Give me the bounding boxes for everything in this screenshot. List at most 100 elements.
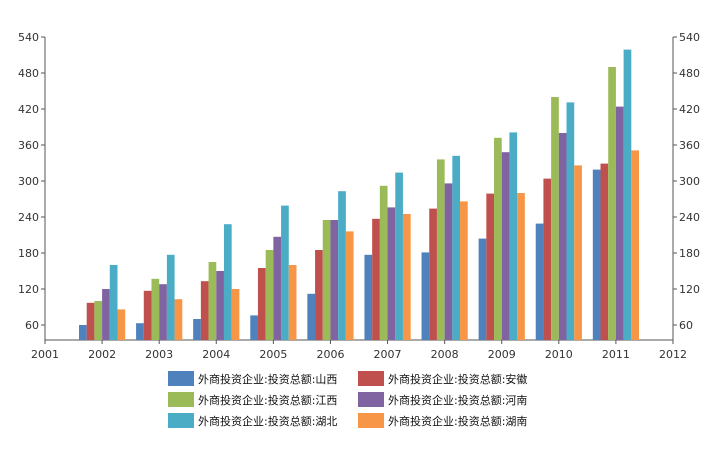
bar (159, 284, 167, 340)
bar (257, 268, 266, 340)
legend-swatch (168, 413, 194, 428)
bar (273, 236, 282, 340)
x-tick-label: 2002 (88, 348, 116, 361)
y-tick-label-left: 180 (18, 247, 39, 260)
bar (566, 102, 575, 341)
bar (94, 301, 103, 340)
legend-swatch (168, 392, 194, 407)
bar (421, 252, 430, 340)
bar (307, 293, 316, 340)
bars-group (78, 49, 640, 341)
bar (102, 289, 110, 340)
bar (345, 231, 354, 340)
y-tick-label-right: 60 (679, 319, 693, 332)
bar (208, 262, 217, 340)
y-tick-label-right: 120 (679, 283, 700, 296)
legend-label: 外商投资企业:投资总额:山西 (198, 372, 337, 386)
bar (452, 155, 461, 340)
bar (223, 224, 232, 340)
bar (265, 250, 274, 340)
x-tick-label: 2007 (374, 348, 402, 361)
y-tick-label-right: 420 (679, 103, 700, 116)
bar (501, 152, 510, 340)
y-tick-label-right: 300 (679, 175, 700, 188)
bar (436, 159, 445, 340)
bar (322, 220, 331, 340)
y-tick-label-left: 540 (18, 31, 39, 44)
bar (200, 281, 209, 340)
bar (174, 299, 183, 340)
bar (117, 309, 126, 340)
bar (615, 106, 624, 340)
bar (486, 193, 495, 340)
x-tick-label: 2008 (431, 348, 459, 361)
bar (136, 323, 144, 340)
x-tick-label: 2004 (202, 348, 230, 361)
legend: 外商投资企业:投资总额:山西 外商投资企业:投资总额:安徽外商投资企业:投资总额:… (168, 371, 527, 428)
bar (250, 315, 258, 340)
legend-swatch (358, 413, 384, 428)
x-ticks-group: 2001 2002 2003 2004 2005 2006 2007 2008 2009 2010… (31, 340, 687, 361)
bar (460, 201, 468, 340)
bar (592, 169, 601, 340)
bar (551, 97, 559, 340)
bar (109, 265, 118, 340)
bar (231, 289, 240, 340)
bar (600, 163, 609, 340)
y-tick-label-left: 300 (18, 175, 39, 188)
bar (193, 319, 201, 340)
legend-swatch (358, 371, 384, 386)
bar (372, 218, 380, 340)
bar (166, 254, 175, 340)
bar (517, 193, 525, 340)
bar (543, 178, 552, 340)
x-tick-label: 2010 (545, 348, 573, 361)
y-tick-label-right: 480 (679, 67, 700, 80)
x-tick-label: 2009 (488, 348, 516, 361)
bar (509, 132, 518, 340)
y-tick-label-right: 360 (679, 139, 700, 152)
y-tick-label-left: 420 (18, 103, 39, 116)
y-tick-label-left: 60 (25, 319, 39, 332)
bar (395, 172, 403, 340)
bar (494, 137, 502, 340)
legend-swatch (168, 371, 194, 386)
legend-label: 外商投资企业:投资总额:湖南 (388, 414, 527, 428)
y-tick-label-right: 240 (679, 211, 700, 224)
bar (364, 254, 373, 340)
bar (444, 183, 453, 340)
legend-label: 外商投资企业:投资总额:河南 (388, 393, 527, 407)
x-tick-label: 2001 (31, 348, 59, 361)
bar (379, 185, 388, 340)
y-tick-label-left: 480 (18, 67, 39, 80)
bar (216, 271, 224, 340)
bar (387, 207, 396, 340)
legend-label: 外商投资企业:投资总额:江西 (198, 393, 337, 407)
bar (402, 214, 411, 340)
y-tick-label-right: 540 (679, 31, 700, 44)
x-tick-label: 2005 (259, 348, 287, 361)
x-tick-label: 2006 (316, 348, 344, 361)
x-tick-label: 2012 (659, 348, 687, 361)
bar (315, 250, 323, 340)
bar (330, 220, 339, 340)
legend-label: 外商投资企业:投资总额:安徽 (388, 372, 527, 386)
y-tick-label-right: 180 (679, 247, 700, 260)
bar (86, 302, 95, 340)
x-tick-label: 2003 (145, 348, 173, 361)
legend-swatch (358, 392, 384, 407)
bar (608, 67, 616, 340)
bar (151, 278, 160, 340)
bar (288, 265, 297, 340)
bar (535, 223, 544, 340)
bar (478, 238, 487, 340)
x-tick-label: 2011 (602, 348, 630, 361)
legend-label: 外商投资企业:投资总额:湖北 (198, 414, 337, 428)
bar (558, 133, 567, 340)
bar (631, 150, 640, 340)
bar (78, 325, 87, 340)
bar (429, 208, 437, 340)
bar (143, 290, 152, 340)
